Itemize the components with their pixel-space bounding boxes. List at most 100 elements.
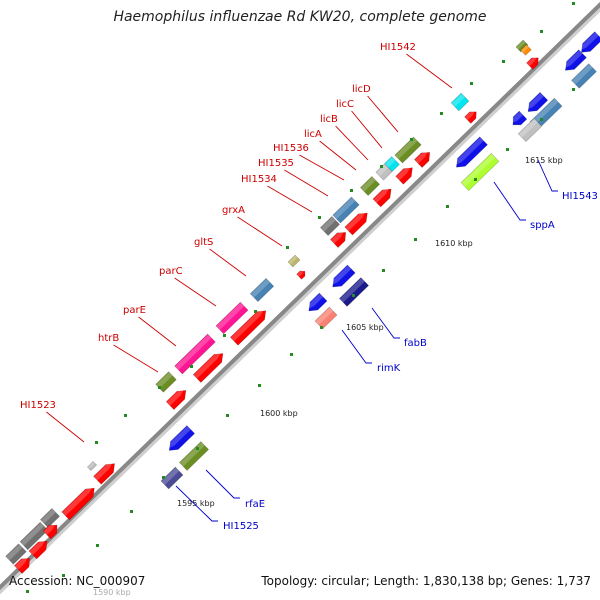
tick-mark — [446, 205, 449, 208]
scale-label: 1605 kbp — [346, 323, 384, 332]
feature-hi1548 — [563, 49, 587, 71]
feature-hi1549 — [579, 31, 600, 53]
tick-mark — [352, 294, 355, 297]
leader-line — [493, 181, 526, 221]
feature-parc — [215, 301, 249, 335]
gene-label-forward[interactable]: htrB — [98, 333, 119, 344]
feature-hi1524 — [93, 461, 115, 485]
feature-fwd-02 — [14, 556, 31, 574]
feature-hi1536 — [360, 176, 380, 196]
feature-sppa — [460, 153, 500, 191]
scale-label: 1600 kbp — [260, 409, 298, 418]
tick-mark — [502, 60, 505, 63]
gene-label-forward[interactable]: licA — [304, 129, 322, 140]
leader-line — [371, 307, 400, 339]
leader-line — [138, 316, 177, 347]
tick-mark — [62, 574, 65, 577]
tick-mark — [318, 216, 321, 219]
tick-mark — [540, 118, 543, 121]
feature-hi1522 — [5, 543, 27, 565]
accession-label: Accession: NC_000907 — [9, 574, 146, 588]
genome-summary-label: Topology: circular; Length: 1,830,138 bp… — [261, 574, 591, 588]
leader-line — [299, 154, 345, 181]
tick-mark — [440, 112, 443, 115]
tick-mark — [320, 326, 323, 329]
gene-label-forward[interactable]: HI1542 — [380, 42, 416, 53]
feature-gltS — [249, 277, 275, 303]
gene-label-forward[interactable]: HI1535 — [258, 158, 294, 169]
feature-hi1543a — [454, 136, 488, 168]
tick-mark — [572, 2, 575, 5]
feature-rimk-b — [307, 292, 328, 312]
feature-fwd-04 — [42, 523, 58, 540]
gene-label-forward[interactable]: licB — [320, 114, 338, 125]
leader-line — [205, 469, 240, 499]
tick-mark — [290, 353, 293, 356]
feature-hi1542 — [450, 92, 470, 112]
leader-line — [341, 329, 372, 364]
gene-label-forward[interactable]: licD — [352, 84, 371, 95]
feature-hi1543 — [511, 110, 528, 126]
feature-small-hi1524a — [86, 460, 98, 472]
gene-label-reverse[interactable]: HI1543 — [562, 191, 598, 202]
tick-mark — [124, 414, 127, 417]
gene-label-forward[interactable]: parE — [123, 305, 146, 316]
leader-line — [209, 248, 247, 277]
feature-fwd-15 — [526, 56, 539, 70]
gene-label-forward[interactable]: gltS — [194, 237, 213, 248]
tick-mark — [223, 334, 226, 337]
tick-mark — [382, 269, 385, 272]
gene-label-reverse[interactable]: rimK — [377, 363, 401, 374]
leader-line — [113, 344, 159, 373]
feature-grxa — [287, 254, 301, 268]
feature-hi1535 — [332, 196, 360, 224]
gene-label-reverse[interactable]: sppA — [530, 220, 555, 231]
map-title: Haemophilus influenzae Rd KW20, complete… — [113, 9, 487, 25]
gene-label-forward[interactable]: licC — [336, 99, 354, 110]
tick-mark — [96, 544, 99, 547]
feature-layer — [5, 31, 600, 574]
leader-line — [537, 159, 558, 192]
scale-label: 1590 kbp — [93, 588, 131, 597]
feature-hi1547 — [517, 117, 543, 143]
feature-fwd-06 — [192, 351, 224, 383]
scale-label: 1615 kbp — [525, 156, 563, 165]
gene-label-reverse[interactable]: fabB — [404, 338, 427, 349]
gene-label-forward[interactable]: parC — [159, 266, 183, 277]
tick-mark — [162, 476, 165, 479]
leader-line — [267, 185, 313, 213]
tick-mark — [474, 178, 477, 181]
gene-label-reverse[interactable]: rfaE — [245, 499, 265, 510]
gene-label-forward[interactable]: HI1523 — [20, 400, 56, 411]
feature-hi1525 — [160, 466, 184, 490]
feature-fwd-07 — [229, 308, 267, 346]
feature-licc — [394, 136, 422, 164]
feature-hi1534 — [320, 216, 340, 236]
leader-line — [351, 110, 383, 149]
scale-label: 1610 kbp — [435, 239, 473, 248]
leader-line — [237, 216, 283, 247]
tick-mark — [196, 447, 199, 450]
scale-label: 1595 kbp — [177, 499, 215, 508]
tick-mark — [158, 386, 161, 389]
tick-mark — [95, 441, 98, 444]
feature-rimk — [314, 306, 338, 330]
feature-fwd-10 — [344, 211, 368, 236]
gene-label-forward[interactable]: grxA — [222, 205, 245, 216]
gene-label-forward[interactable]: HI1534 — [241, 174, 277, 185]
feature-fwd-08 — [296, 270, 306, 280]
feature-rfae — [178, 441, 210, 471]
gene-label-reverse[interactable]: HI1525 — [223, 521, 259, 532]
feature-htrb — [155, 371, 177, 393]
tick-mark — [470, 82, 473, 85]
gene-label-forward[interactable]: HI1536 — [273, 143, 309, 154]
feature-hi1526 — [167, 425, 196, 451]
leader-line — [175, 485, 218, 522]
tick-layer — [26, 2, 575, 593]
leader-line — [406, 53, 453, 89]
feature-rimk-a — [330, 264, 356, 288]
feature-pare — [174, 333, 216, 375]
